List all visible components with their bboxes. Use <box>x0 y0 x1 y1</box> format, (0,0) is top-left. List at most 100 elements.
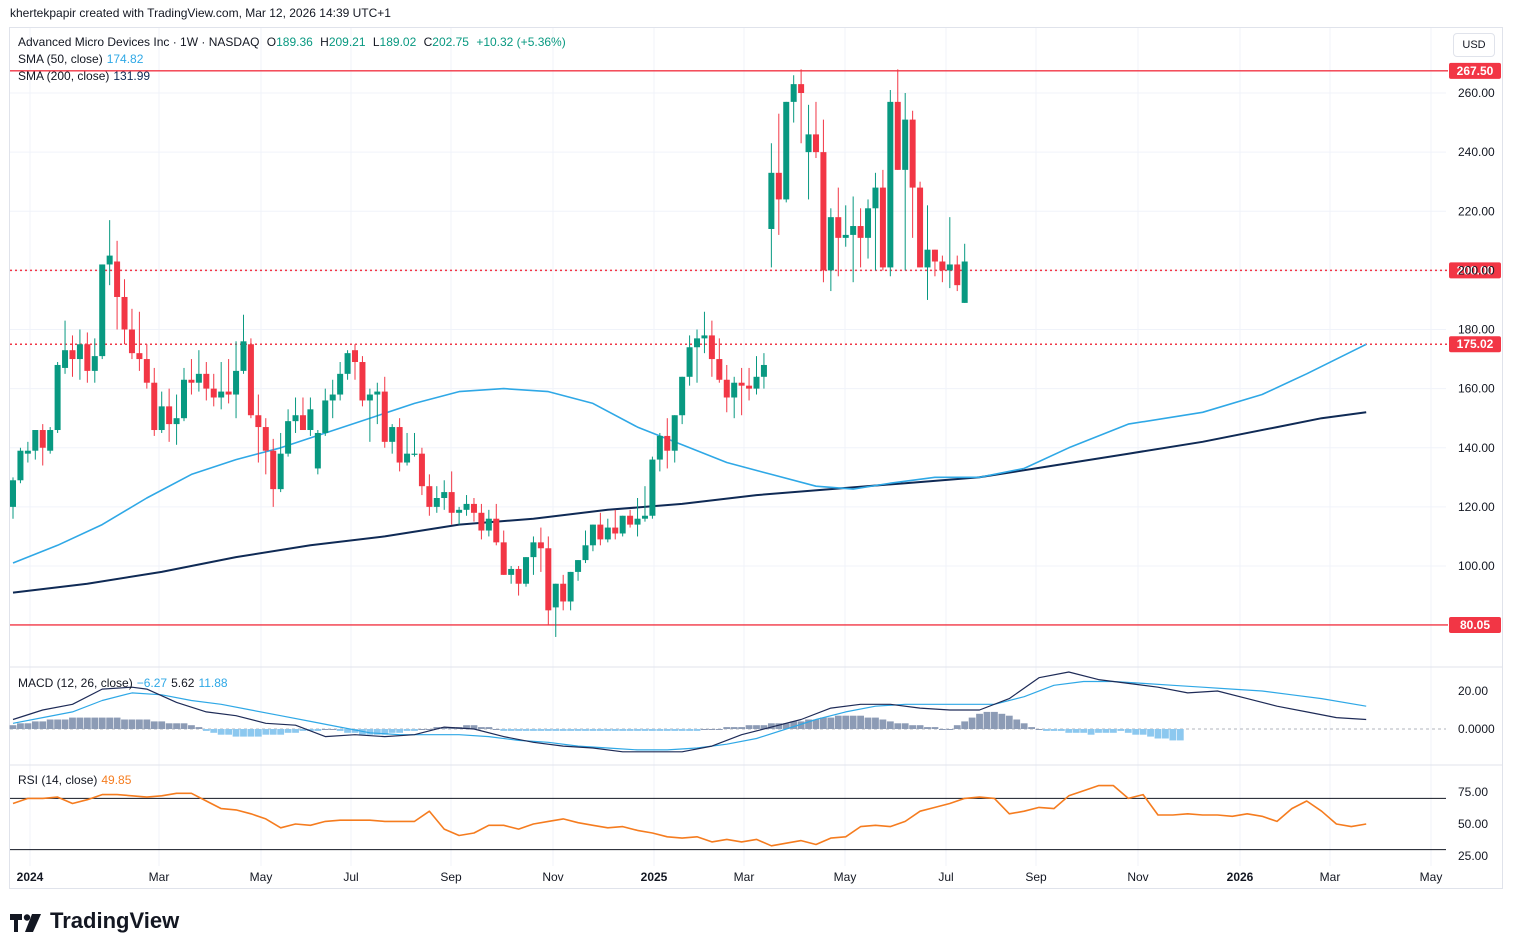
macd-histogram-bar <box>388 729 396 733</box>
candle <box>418 447 425 496</box>
candle-body <box>121 296 128 330</box>
macd-histogram-bar <box>478 727 485 729</box>
macd-histogram-bar <box>1095 729 1102 733</box>
candle-body <box>887 101 894 268</box>
candle <box>701 311 708 354</box>
macd-histogram-bar <box>433 727 441 729</box>
candle <box>143 344 150 389</box>
macd-histogram-bar <box>656 729 664 731</box>
macd-histogram-bar <box>1087 729 1095 735</box>
macd-histogram-bar <box>849 715 857 729</box>
candle-body <box>567 571 574 602</box>
candle <box>961 243 968 303</box>
price-tick-label: 120.00 <box>1458 500 1495 514</box>
candle-body <box>917 187 924 268</box>
macd-histogram-bar <box>596 729 604 731</box>
macd-histogram-bar <box>998 713 1006 729</box>
macd-histogram-bar <box>202 729 210 731</box>
candle <box>946 217 953 289</box>
macd-histogram-bar <box>247 729 255 737</box>
macd-histogram-bar <box>782 723 790 729</box>
macd-histogram-bar <box>425 729 433 730</box>
candle <box>679 376 686 425</box>
sma50-label: SMA (50, close) <box>18 52 103 66</box>
macd-histogram-bar <box>128 719 136 729</box>
macd-histogram-bar <box>723 727 731 729</box>
macd-tick-label: 20.00 <box>1458 684 1488 698</box>
rsi-tick-label: 50.00 <box>1458 817 1488 831</box>
macd-histogram-bar <box>225 729 233 735</box>
candle-body <box>649 459 656 516</box>
macd-histogram-bar <box>522 729 530 731</box>
price-tick-label: 200.00 <box>1458 263 1495 277</box>
sma200-path <box>12 411 1367 594</box>
macd-histogram-bar <box>396 729 404 733</box>
time-tick-label: Jul <box>938 870 953 884</box>
candle-body <box>448 492 455 513</box>
candle-body <box>902 119 909 170</box>
candle-body <box>679 376 686 416</box>
macd-histogram-bar <box>373 729 381 735</box>
macd-histogram-bar <box>210 729 218 733</box>
candle <box>894 69 901 170</box>
candle <box>389 424 396 454</box>
price-tick-label: 260.00 <box>1458 86 1495 100</box>
macd-histogram-bar <box>158 721 166 729</box>
candle <box>708 320 715 377</box>
candle-body <box>619 515 626 534</box>
macd-histogram-bar <box>165 723 173 729</box>
candle <box>783 101 790 203</box>
macd-histogram-bar <box>567 729 575 731</box>
candle <box>515 566 522 596</box>
currency-button[interactable]: USD <box>1453 33 1495 57</box>
macd-histogram-bar <box>1072 729 1080 733</box>
candle-body <box>827 217 834 271</box>
macd-histogram-bar <box>440 727 448 729</box>
macd-histogram-bar <box>299 729 307 731</box>
candle-body <box>374 391 381 395</box>
candle-body <box>612 527 619 534</box>
candle-body <box>783 101 790 200</box>
candle <box>121 279 128 345</box>
macd-histogram-bar <box>351 729 359 733</box>
macd-pane <box>9 671 1446 753</box>
tradingview-logo[interactable]: TradingView <box>10 908 179 934</box>
candle-body <box>166 406 173 425</box>
candle-body <box>218 391 225 398</box>
macd-histogram-bar <box>753 725 760 729</box>
candle-body <box>716 359 723 380</box>
candle <box>233 341 240 419</box>
macd-histogram-bar <box>254 729 262 737</box>
candle-body <box>39 430 46 448</box>
candle-body <box>270 450 277 490</box>
macd-histogram-bar <box>790 721 798 729</box>
candle-body <box>91 356 98 371</box>
candle-body <box>954 264 961 286</box>
candlestick-series <box>10 69 968 637</box>
candle-body <box>857 226 864 238</box>
candle-body <box>47 430 54 451</box>
candle <box>381 376 388 448</box>
macd-histogram-bar <box>143 719 151 729</box>
macd-histogram-bar <box>307 729 314 731</box>
macd-histogram-bar <box>857 715 864 729</box>
macd-histogram-bar <box>626 729 634 731</box>
macd-histogram-bar <box>916 725 924 729</box>
candle <box>352 344 359 380</box>
macd-histogram-bar <box>69 717 76 729</box>
macd-histogram-bar <box>797 721 805 729</box>
macd-histogram-bar <box>1139 729 1147 735</box>
sma200-legend: SMA (200, close) 131.99 <box>18 69 150 83</box>
time-tick-label: May <box>250 870 273 884</box>
macd-histogram-bar <box>381 729 389 735</box>
macd-histogram-bar <box>269 729 277 735</box>
candle <box>359 356 366 407</box>
macd-value-2: 5.62 <box>171 676 195 690</box>
price-tick-label: 220.00 <box>1458 204 1495 218</box>
candle <box>374 382 381 425</box>
high-label: H <box>320 35 329 49</box>
macd-histogram-bar <box>515 729 522 731</box>
macd-label: MACD (12, 26, close) <box>18 676 133 690</box>
candle-body <box>17 450 24 481</box>
